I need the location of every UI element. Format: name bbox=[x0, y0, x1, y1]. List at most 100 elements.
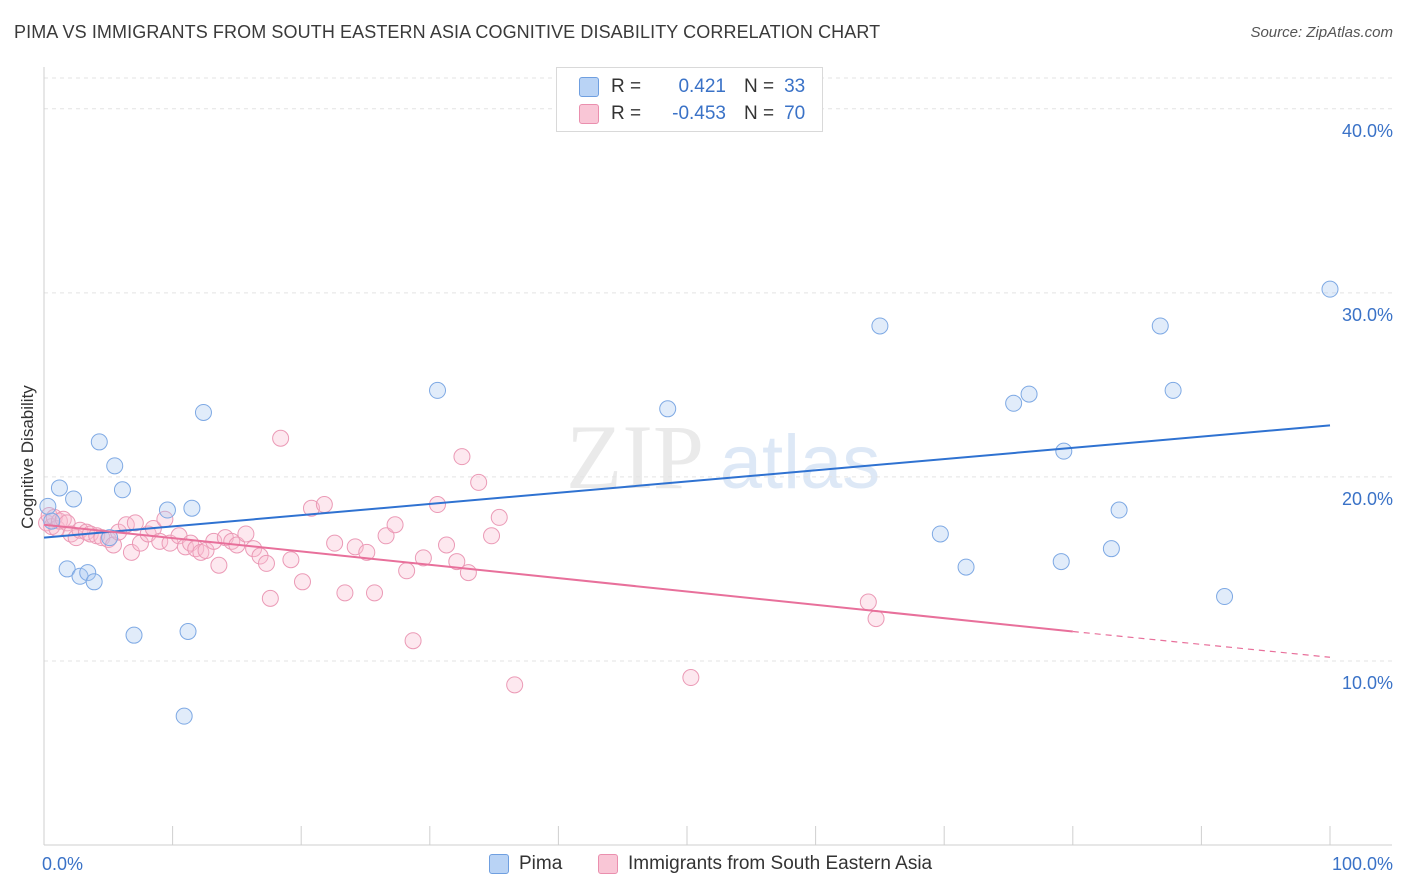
immigrants-point bbox=[414, 549, 432, 567]
immigrants-point bbox=[210, 556, 228, 574]
r-value: 0.421 bbox=[678, 76, 726, 97]
pima-point bbox=[79, 564, 97, 582]
immigrants-point bbox=[302, 499, 320, 517]
immigrants-point bbox=[404, 632, 422, 650]
pima-point bbox=[179, 623, 197, 641]
pima-trend-line bbox=[43, 424, 1331, 539]
immigrants-point bbox=[859, 593, 877, 611]
r-label: R = bbox=[611, 76, 642, 97]
r-label: R = bbox=[611, 103, 642, 124]
y-tick-label: 10.0% bbox=[1342, 673, 1393, 693]
immigrants-point bbox=[261, 589, 279, 607]
immigrants-trend-line bbox=[43, 523, 1073, 633]
y-tick-label: 40.0% bbox=[1342, 121, 1393, 141]
pima-point bbox=[106, 457, 124, 475]
immigrants-point bbox=[366, 584, 384, 602]
immigrants-point bbox=[867, 610, 885, 628]
chart-title: PIMA VS IMMIGRANTS FROM SOUTH EASTERN AS… bbox=[14, 22, 881, 42]
pima-point bbox=[1321, 280, 1339, 298]
legend-label-immigrants: Immigrants from South Eastern Asia bbox=[628, 853, 933, 874]
pima-point bbox=[58, 560, 76, 578]
immigrants-point bbox=[377, 527, 395, 545]
pima-point bbox=[1055, 442, 1073, 460]
x-tick-label-start: 0.0% bbox=[42, 854, 83, 874]
pima-point bbox=[957, 558, 975, 576]
immigrants-point bbox=[470, 473, 488, 491]
pima-point bbox=[1216, 588, 1234, 606]
legend-item-immigrants: Immigrants from South Eastern Asia bbox=[598, 852, 932, 876]
immigrants-point bbox=[448, 553, 466, 571]
pima-point bbox=[1020, 385, 1038, 403]
immigrants-point bbox=[326, 534, 344, 552]
immigrants-point bbox=[682, 669, 700, 687]
immigrants-point bbox=[272, 429, 290, 447]
immigrants-point bbox=[122, 543, 140, 561]
pima-point bbox=[50, 479, 68, 497]
pima-point bbox=[175, 707, 193, 725]
trend-lines bbox=[43, 424, 1331, 658]
pima-point bbox=[1164, 381, 1182, 399]
pima-point bbox=[194, 403, 212, 421]
immigrants-point bbox=[438, 536, 456, 554]
immigrants-point bbox=[282, 551, 300, 569]
pima-swatch bbox=[579, 77, 599, 97]
immigrants-point bbox=[490, 508, 508, 526]
pima-point bbox=[1102, 540, 1120, 558]
pima-point bbox=[659, 400, 677, 418]
stats-legend: R = 0.421 N = 33 R = -0.453 N = 70 bbox=[556, 67, 823, 132]
pima-point bbox=[90, 433, 108, 451]
immigrants-point bbox=[386, 516, 404, 534]
pima-point bbox=[1151, 317, 1169, 335]
pima-point bbox=[101, 529, 119, 547]
immigrants-point bbox=[358, 543, 376, 561]
immigrants-point bbox=[336, 584, 354, 602]
r-value: -0.453 bbox=[672, 103, 726, 124]
immigrants-legend-swatch bbox=[598, 854, 618, 874]
watermark-atlas: atlas bbox=[720, 420, 881, 505]
n-value: 70 bbox=[784, 103, 806, 124]
pima-point bbox=[113, 481, 131, 499]
stats-legend-row-immigrants: R = -0.453 N = 70 bbox=[579, 103, 805, 125]
immigrants-point bbox=[237, 525, 255, 543]
x-tick-label-end: 100.0% bbox=[1332, 854, 1393, 874]
pima-point bbox=[125, 626, 143, 644]
pima-point bbox=[429, 381, 447, 399]
pima-point bbox=[1110, 501, 1128, 519]
pima-point bbox=[1052, 553, 1070, 571]
n-value: 33 bbox=[784, 76, 806, 97]
pima-point bbox=[65, 490, 83, 508]
data-points bbox=[38, 280, 1339, 725]
immigrants-point bbox=[315, 496, 333, 514]
immigrants-point bbox=[506, 676, 524, 694]
pima-legend-swatch bbox=[489, 854, 509, 874]
immigrants-point bbox=[257, 554, 275, 572]
pima-point bbox=[183, 499, 201, 517]
immigrants-point bbox=[453, 448, 471, 466]
immigrants-swatch bbox=[579, 104, 599, 124]
tick-labels: 10.0% 20.0% 30.0% 40.0% 0.0% 100.0% bbox=[42, 121, 1393, 874]
stats-legend-row-pima: R = 0.421 N = 33 bbox=[579, 76, 805, 98]
y-tick-label: 30.0% bbox=[1342, 305, 1393, 325]
legend-label-pima: Pima bbox=[519, 853, 563, 874]
source-label: Source: ZipAtlas.com bbox=[1250, 24, 1393, 41]
grid-lines bbox=[44, 77, 1392, 662]
legend-item-pima: Pima bbox=[489, 852, 562, 876]
pima-point bbox=[158, 501, 176, 519]
axes bbox=[43, 67, 1392, 846]
pima-point bbox=[931, 525, 949, 543]
n-label: N = bbox=[744, 103, 775, 124]
immigrants-point bbox=[398, 562, 416, 580]
pima-point bbox=[871, 317, 889, 335]
y-tick-label: 20.0% bbox=[1342, 489, 1393, 509]
n-label: N = bbox=[744, 76, 775, 97]
immigrants-point bbox=[459, 564, 477, 582]
immigrants-trend-extension bbox=[1072, 630, 1331, 658]
watermark-zip: ZIP bbox=[566, 406, 704, 508]
pima-point bbox=[39, 497, 57, 515]
pima-point bbox=[85, 573, 103, 591]
immigrants-point bbox=[483, 527, 501, 545]
immigrants-point bbox=[293, 573, 311, 591]
pima-point bbox=[1005, 394, 1023, 412]
immigrants-point bbox=[126, 514, 144, 532]
